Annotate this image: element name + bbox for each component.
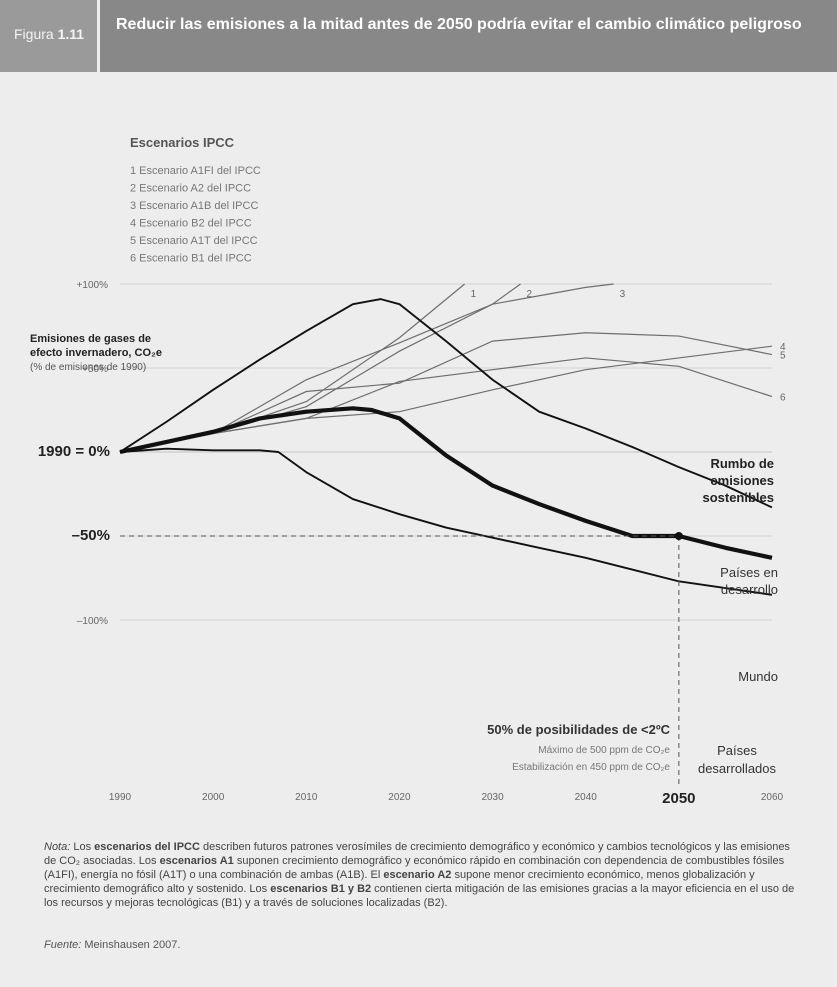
figure-number: 1.11 [57,26,85,42]
legend: Escenarios IPCC 1 Escenario A1FI del IPC… [130,135,261,265]
sustainable-label-1: Rumbo de [710,456,774,471]
legend-items: 1 Escenario A1FI del IPCC 2 Escenario A2 … [130,165,261,265]
chart-note: Nota: Los escenarios del IPCC describen … [44,840,804,910]
figure-title: Reducir las emisiones a la mitad antes d… [116,16,802,33]
ipcc-series-label: 3 [620,289,626,300]
developed-label-2: desarrollados [698,761,777,776]
ylabel-line1: Emisiones de gases de [30,333,151,345]
developing-label-1: Países en [720,565,778,580]
legend-title: Escenarios IPCC [130,135,235,150]
series-line [119,298,773,509]
y-tick-label: –50% [72,527,110,544]
x-tick-label: 2000 [202,792,225,803]
note-bold-4: escenarios B1 y B2 [270,883,372,895]
note-text-2: describen futuros patrones verosímiles d… [44,841,790,867]
chance-title: 50% de posibilidades de <2ºC [487,722,670,737]
y-tick-label: 1990 = 0% [38,443,110,460]
y-tick-labels: +100% +50% 1990 = 0% –50% –100% [38,280,110,627]
x-tick-label: 2060 [761,792,784,803]
x-tick-label: 2010 [295,792,318,803]
note-text-4: supone menor crecimiento económico, meno… [44,869,755,895]
ipcc-series-label: 1 [471,289,477,300]
legend-item: 2 Escenario A2 del IPCC [130,183,251,195]
ipcc-line-5 [119,332,773,453]
world-label: Mundo [738,669,778,684]
ipcc-series-label: 2 [527,289,533,300]
ylabel-line2: efecto invernadero, CO₂e [30,347,162,359]
note-bold-2: escenarios A1 [159,855,234,867]
main-emission-lines [119,298,773,596]
x-tick-labels: 1990 2000 2010 2020 2030 2040 2050 2060 [109,790,784,807]
series-line [119,406,773,560]
x-tick-label: 2030 [481,792,504,803]
ipcc-series-label: 6 [780,393,786,404]
developing-label-2: desarrollo [721,582,778,597]
legend-item: 6 Escenario B1 del IPCC [130,253,252,265]
x-tick-label: 2020 [388,792,411,803]
ipcc-series-label: 5 [780,351,786,362]
legend-item: 3 Escenario A1B del IPCC [130,200,258,212]
series-line [119,447,773,596]
chance-line2: Estabilización en 450 ppm de CO₂e [512,762,670,773]
emissions-chart: +100% +50% 1990 = 0% –50% –100% 1990 2000 2010… [30,135,786,807]
note-label: Nota: [44,841,71,853]
y-tick-label: +100% [77,280,109,291]
sustainable-label-2: emisiones [710,473,774,488]
ipcc-series-label: 4 [780,342,786,353]
legend-item: 1 Escenario A1FI del IPCC [130,165,261,177]
ipcc-series-labels: 1 2 3 45 6 [471,289,786,404]
ipcc-line-6 [119,357,773,453]
legend-item: 4 Escenario B2 del IPCC [130,218,252,230]
target-marker [674,532,683,540]
source-label: Fuente: [44,939,82,951]
note-text-5: contienen cierta mitigación de las emisi… [44,883,795,909]
chance-line1: Máximo de 500 ppm de CO₂e [538,745,670,756]
source-text: Meinshausen 2007. [81,939,181,951]
figure-prefix: Figura [14,26,54,42]
figure-label: Figura 1.11 [14,26,84,42]
note-bold-1: escenarios del IPCC [94,841,200,853]
note-bold-3: escenario A2 [383,869,452,881]
x-tick-label: 2040 [575,792,598,803]
y-tick-label: +50% [82,364,108,375]
series-labels: Rumbo de emisiones sostenibles Países en… [487,456,778,776]
x-tick-label: 2050 [662,790,695,807]
note-text-1: Los [73,841,95,853]
figure-label-box: Figura 1.11 [0,0,100,72]
y-tick-label: –100% [77,616,108,627]
grid-lines [120,283,772,621]
figure-header: Figura 1.11 Reducir las emisiones a la m… [0,0,837,72]
legend-item: 5 Escenario A1T del IPCC [130,235,258,247]
sustainable-label-3: sostenibles [702,490,774,505]
reference-lines [120,532,683,787]
ylabel-line3: (% de emisiones de 1990) [30,362,146,373]
chart-source: Fuente: Meinshausen 2007. [44,939,180,951]
x-tick-label: 1990 [109,792,132,803]
developed-label-1: Países [717,743,757,758]
note-text-3: suponen crecimiento demográfico y económ… [44,855,785,881]
y-axis-label: Emisiones de gases de efecto invernadero… [30,333,162,373]
